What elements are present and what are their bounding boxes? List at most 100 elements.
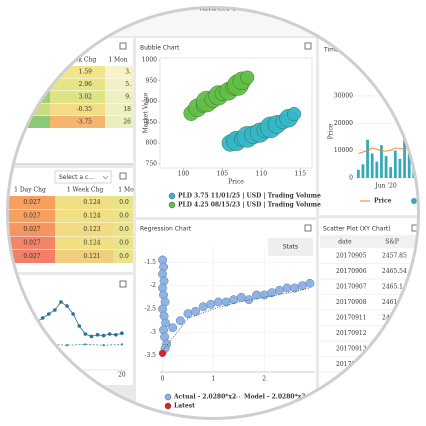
expand-icon[interactable]: [119, 42, 127, 50]
point: [236, 292, 246, 302]
tab[interactable]: Advanced Charts: [200, 6, 251, 13]
bar: [375, 161, 379, 178]
bubble: [240, 70, 255, 85]
point: [29, 344, 32, 347]
x-tick-label: 115: [295, 171, 307, 178]
cell-text: 0.027: [23, 226, 40, 233]
x-tick-label: 105: [217, 171, 229, 178]
point: [107, 332, 112, 336]
tab[interactable]: mple: [150, 6, 165, 13]
expand-icon[interactable]: [304, 224, 312, 232]
point: [175, 316, 185, 326]
x-tick-label: 110: [256, 171, 268, 178]
chart-title: Regression Chart: [140, 226, 192, 233]
cell: [55, 209, 113, 223]
point: [305, 278, 315, 288]
point: [244, 295, 254, 305]
point: [84, 343, 87, 346]
cell-text: 0.124: [83, 199, 100, 206]
legend-label: Price: [374, 198, 392, 205]
cell-text: 0.123: [83, 226, 100, 233]
point: [101, 333, 106, 338]
expand-icon[interactable]: [119, 172, 127, 180]
bubble: [287, 107, 302, 121]
bar: [366, 139, 369, 178]
chart-title: Bubble Chart: [140, 45, 180, 52]
y-tick-label: 30000: [334, 92, 353, 99]
point: [46, 312, 51, 316]
bar: [361, 164, 365, 178]
cell-text: 0.0: [119, 213, 129, 220]
column-header: 1 Mon: [108, 57, 127, 64]
panel-title: Scatter Plot (XY Chart): [323, 226, 391, 233]
cell-text: 2465.54: [382, 268, 407, 275]
cell: [105, 91, 133, 103]
legend-swatch: [164, 402, 172, 410]
axis-title: Price: [328, 123, 335, 139]
point: [282, 283, 292, 293]
cell: [8, 236, 55, 250]
cell-text: 0.0: [119, 199, 129, 206]
lens-rim: [6, 6, 420, 420]
cell-text: 20170915: [336, 377, 367, 384]
point: [65, 344, 69, 347]
cell: [105, 103, 133, 116]
column-header: date: [338, 239, 352, 246]
bar: [422, 134, 425, 178]
y-tick-label: 20000: [334, 120, 353, 127]
column-header: 1 Mo: [118, 187, 134, 194]
cell-text: 0.027: [23, 199, 40, 206]
cell-text: 26: [123, 119, 131, 126]
expand-icon[interactable]: [119, 280, 127, 288]
bar: [398, 158, 402, 178]
point: [114, 333, 118, 337]
cell-text: 20170907: [336, 284, 367, 291]
point: [71, 312, 75, 316]
bar: [417, 147, 418, 178]
dropdown[interactable]: [54, 170, 112, 184]
legend-swatch: [168, 192, 176, 200]
bar: [389, 167, 393, 178]
expand-icon[interactable]: [304, 42, 312, 50]
cell: [113, 236, 133, 250]
cell-text: 0.027: [23, 240, 40, 247]
point: [40, 316, 45, 320]
cell: [55, 223, 113, 236]
column-header: S&P: [385, 239, 399, 246]
bar: [370, 153, 374, 178]
point: [290, 283, 300, 293]
cell: [8, 116, 50, 128]
cell: [113, 196, 133, 209]
cell-text: 20170912: [336, 330, 367, 337]
point: [191, 306, 200, 316]
point: [221, 297, 231, 307]
legend-swatch: [164, 393, 172, 401]
cell-text: -3.75: [77, 119, 93, 126]
axis-title: Price: [228, 179, 244, 186]
cell-text: 2457.85: [382, 253, 407, 260]
expand-icon[interactable]: [411, 224, 418, 232]
panel: [136, 38, 316, 217]
cell-text: 0.0: [119, 226, 129, 233]
y-tick-label: 1000: [142, 57, 157, 64]
button-label: Stats: [283, 244, 298, 251]
point: [214, 297, 223, 307]
y-tick-label: 0: [349, 175, 353, 182]
cell: [113, 250, 133, 263]
y-tick-label: 900: [146, 98, 158, 105]
cell-text: 2017: [336, 392, 351, 399]
legend-swatch: [168, 201, 176, 209]
x-tick-label: 2: [262, 376, 266, 383]
legend-label: PLD 3.75 11/01/25 | USD | Trading Volume: [178, 193, 321, 200]
cell-text: 2465.1: [382, 284, 403, 291]
cell: [105, 78, 133, 91]
button[interactable]: [268, 238, 313, 256]
legend-swatch: [411, 198, 417, 204]
chart-title: Time S: [323, 47, 345, 54]
header-row: [320, 235, 418, 248]
cell-text: 18: [123, 106, 131, 113]
cell-text: 20170908: [336, 299, 367, 306]
x-tick-label: Jun '20: [374, 183, 397, 190]
